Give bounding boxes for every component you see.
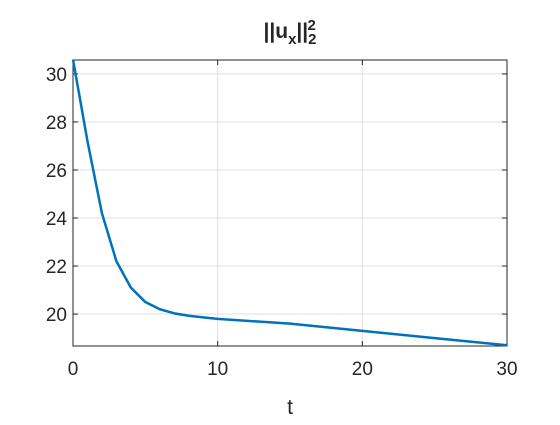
title-part: 2 <box>308 31 316 48</box>
y-tick-label: 26 <box>46 161 67 182</box>
x-tick-label: 10 <box>207 359 228 380</box>
plot-frame <box>72 59 508 347</box>
y-tick-label: 20 <box>46 305 67 326</box>
y-tick-label: 30 <box>46 65 67 86</box>
data-line <box>71 59 508 347</box>
y-tick-label: 24 <box>46 209 68 230</box>
y-tick-label: 22 <box>46 257 67 278</box>
x-tick-label: 0 <box>68 359 79 380</box>
y-tick-label: 28 <box>46 113 67 134</box>
title-part: ||u <box>263 20 288 43</box>
title-part: || <box>296 20 308 43</box>
chart-title: ||ux||22 <box>263 17 316 48</box>
title-part: 2 <box>308 17 316 34</box>
title-part: x <box>288 31 297 48</box>
x-tick-label: 20 <box>352 359 373 380</box>
x-axis-label: t <box>287 396 293 419</box>
x-tick-label: 30 <box>496 359 517 380</box>
